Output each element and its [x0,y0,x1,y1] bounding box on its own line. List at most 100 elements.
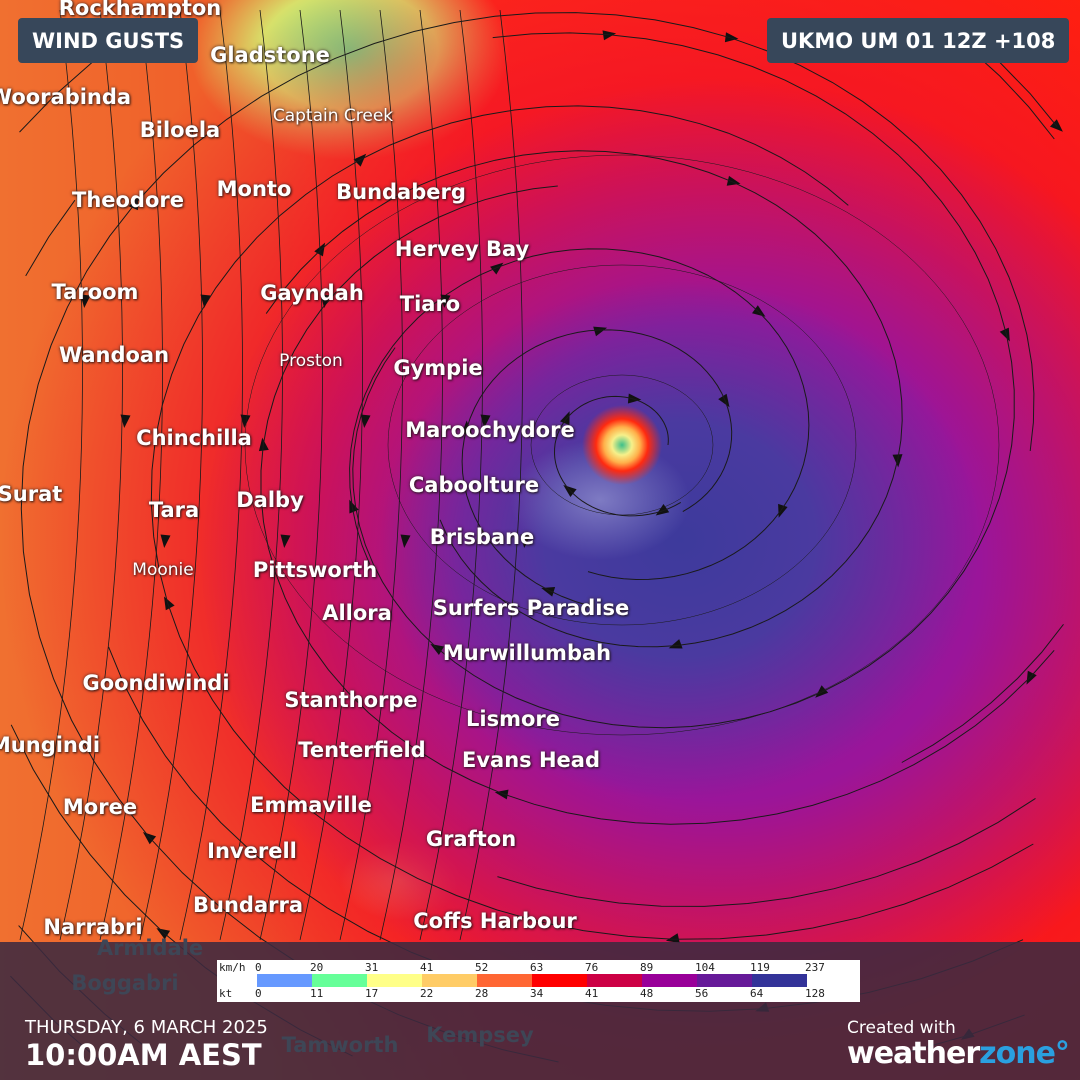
streamline [553,395,682,517]
forecast-date: THURSDAY, 6 MARCH 2025 [25,1017,268,1038]
legend-tick-kt: 128 [805,987,825,1000]
legend-swatch [587,974,642,987]
city-label: Proston [279,351,343,371]
legend-tick-kmh: 63 [530,961,544,974]
legend-tick-kmh: 20 [310,961,324,974]
legend-tick-kmh: 76 [585,961,599,974]
legend-tick-kt: 41 [585,987,599,1000]
city-label: Tara [148,498,200,522]
city-label: Gayndah [260,281,364,305]
wind-arrow-icon [240,414,251,428]
legend-swatch [697,974,752,987]
wind-arrow-icon [541,587,556,597]
wind-arrow-icon [665,933,680,943]
legend-tick-kt: 28 [475,987,489,1000]
city-label: Biloela [139,118,221,142]
city-label: Caboolture [408,473,540,497]
legend-tick-kmh: 52 [475,961,489,974]
legend-swatch [312,974,367,987]
streamline [179,9,243,941]
city-label: Maroochydore [405,418,575,442]
logo-text-weather: weather [847,1036,980,1071]
streamline [339,9,403,941]
wind-arrow-icon [655,504,670,516]
city-label: Hervey Bay [394,237,530,261]
city-label: Pittsworth [252,558,378,582]
wind-arrow-icon [349,499,359,514]
legend-tick-kt: 22 [420,987,434,1000]
wind-arrow-icon [480,414,491,428]
legend-swatch [642,974,697,987]
streamline [259,9,323,941]
legend-swatch [422,974,477,987]
city-label: Murwillumbah [442,641,612,665]
legend-tick-kt: 34 [530,987,544,1000]
streamline [459,9,523,941]
wind-arrow-icon [752,305,766,317]
streamline [352,32,1015,729]
city-label: Surat [0,482,63,506]
city-label: Taroom [51,280,139,304]
legend-tick-kt: 56 [695,987,709,1000]
wind-arrow-icon [1026,670,1037,685]
forecast-time: 10:00AM AEST [25,1038,262,1072]
city-label: Brisbane [429,525,535,549]
streamline [19,9,83,941]
streamline [419,9,483,941]
streamline [265,150,903,648]
city-label: Gladstone [210,43,330,67]
streamline [461,329,733,607]
city-label: Moree [62,795,138,819]
streamline [349,248,810,581]
wind-arrow-icon [156,928,171,940]
model-badge: UKMO UM 01 12Z +108 [767,18,1070,63]
wind-arrow-icon [602,30,617,41]
city-label: Evans Head [462,748,600,772]
wind-arrow-icon [520,534,531,548]
streamline [150,105,1034,940]
streamline [244,154,1000,736]
city-label: Wandoan [58,343,170,367]
streamline [59,9,123,941]
city-label: Boggabri [71,971,179,995]
wind-arrow-icon [160,534,171,548]
wind-arrow-icon [120,414,131,428]
city-label: Emmaville [250,793,372,817]
wind-arrow-icon [778,503,788,518]
legend-tick-kt: 0 [255,987,262,1000]
created-with-label: Created with [847,1018,956,1038]
city-label: Captain Creek [272,106,394,126]
legend-unit-kmh: km/h [219,961,246,974]
wind-arrow-icon [80,294,91,308]
legend-tick-kmh: 89 [640,961,654,974]
wind-arrow-icon [627,393,642,404]
legend-swatch [257,974,312,987]
legend-unit-kt: kt [219,987,233,1000]
legend-tick-kmh: 31 [365,961,379,974]
weatherzone-logo: weatherzone° [847,1036,1070,1071]
color-legend: km/h kt 0 0 20 11 31 17 41 22 52 28 63 34 76 41 89 48 10… [217,960,860,1002]
wind-arrow-icon [400,534,411,548]
layer-badge: WIND GUSTS [18,18,199,63]
wind-arrow-icon [200,294,211,308]
wind-arrow-icon [593,326,608,337]
wind-arrow-icon [718,393,730,408]
wind-arrow-icon [280,534,291,548]
legend-tick-kt: 64 [750,987,764,1000]
city-label: Coffs Harbour [413,909,577,933]
legend-swatch [477,974,532,987]
wind-arrow-icon [490,262,504,275]
city-label: Armidale [96,936,204,960]
legend-tick-kmh: 104 [695,961,715,974]
city-label: Bundarra [193,893,303,917]
city-label: Surfers Paradise [432,596,630,620]
wind-arrow-icon [360,414,371,428]
legend-tick-kmh: 0 [255,961,262,974]
streamline [139,9,203,941]
legend-swatch [752,974,807,987]
wind-arrow-icon [320,294,331,308]
city-label: Tamworth [281,1033,399,1057]
city-label: Moonie [132,560,194,580]
wind-arrow-icon [440,294,451,308]
